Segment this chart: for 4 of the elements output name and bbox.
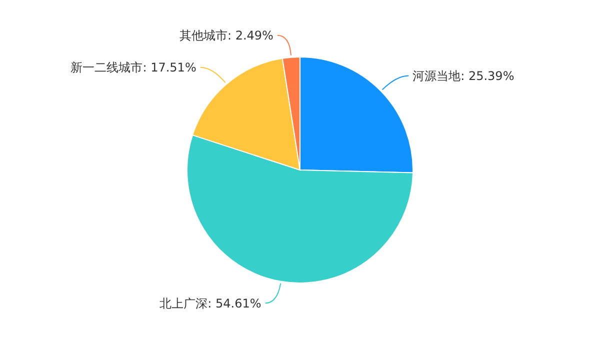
slice-label: 其他城市: 2.49% — [179, 28, 274, 43]
slice-label: 北上广深: 54.61% — [160, 296, 262, 310]
slice-label: 新一二线城市: 17.51% — [70, 60, 196, 75]
slice-label: 河源当地: 25.39% — [412, 68, 514, 83]
